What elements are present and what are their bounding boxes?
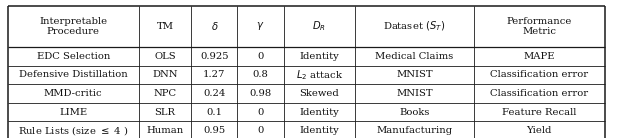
Text: TM: TM xyxy=(157,22,173,31)
Text: Skewed: Skewed xyxy=(300,89,339,98)
Text: MNIST: MNIST xyxy=(396,89,433,98)
Text: Books: Books xyxy=(399,108,429,117)
Text: Medical Claims: Medical Claims xyxy=(375,52,454,61)
Text: $\gamma$: $\gamma$ xyxy=(256,20,265,32)
Text: OLS: OLS xyxy=(154,52,176,61)
Text: 0.925: 0.925 xyxy=(200,52,228,61)
Text: Identity: Identity xyxy=(300,126,339,135)
Text: Interpretable
Procedure: Interpretable Procedure xyxy=(39,17,108,36)
Text: 0.98: 0.98 xyxy=(250,89,271,98)
Text: MNIST: MNIST xyxy=(396,70,433,79)
Text: MMD-critic: MMD-critic xyxy=(44,89,102,98)
Text: 0: 0 xyxy=(257,108,264,117)
Text: MAPE: MAPE xyxy=(524,52,555,61)
Text: NPC: NPC xyxy=(154,89,177,98)
Text: 0: 0 xyxy=(257,52,264,61)
Text: EDC Selection: EDC Selection xyxy=(36,52,110,61)
Text: $\delta$: $\delta$ xyxy=(211,20,218,32)
Text: Manufacturing: Manufacturing xyxy=(376,126,452,135)
Text: LIME: LIME xyxy=(60,108,87,117)
Text: Feature Recall: Feature Recall xyxy=(502,108,577,117)
Text: Rule Lists (size $\leq$ 4 ): Rule Lists (size $\leq$ 4 ) xyxy=(18,124,129,137)
Text: SLR: SLR xyxy=(155,108,175,117)
Text: Classification error: Classification error xyxy=(490,70,588,79)
Text: Classification error: Classification error xyxy=(490,89,588,98)
Text: 0.8: 0.8 xyxy=(253,70,268,79)
Text: 0.1: 0.1 xyxy=(206,108,223,117)
Text: Human: Human xyxy=(147,126,184,135)
Text: Defensive Distillation: Defensive Distillation xyxy=(19,70,127,79)
Text: 0.24: 0.24 xyxy=(204,89,225,98)
Text: Identity: Identity xyxy=(300,52,339,61)
Text: Identity: Identity xyxy=(300,108,339,117)
Text: DNN: DNN xyxy=(152,70,178,79)
Text: 0.95: 0.95 xyxy=(204,126,225,135)
Text: Dataset $(S_T)$: Dataset $(S_T)$ xyxy=(383,19,445,33)
Text: 0: 0 xyxy=(257,126,264,135)
Text: Yield: Yield xyxy=(527,126,552,135)
Text: 1.27: 1.27 xyxy=(204,70,225,79)
Text: Performance
Metric: Performance Metric xyxy=(506,17,572,36)
Text: $L_2$ attack: $L_2$ attack xyxy=(296,68,343,82)
Text: $D_R$: $D_R$ xyxy=(312,19,326,33)
